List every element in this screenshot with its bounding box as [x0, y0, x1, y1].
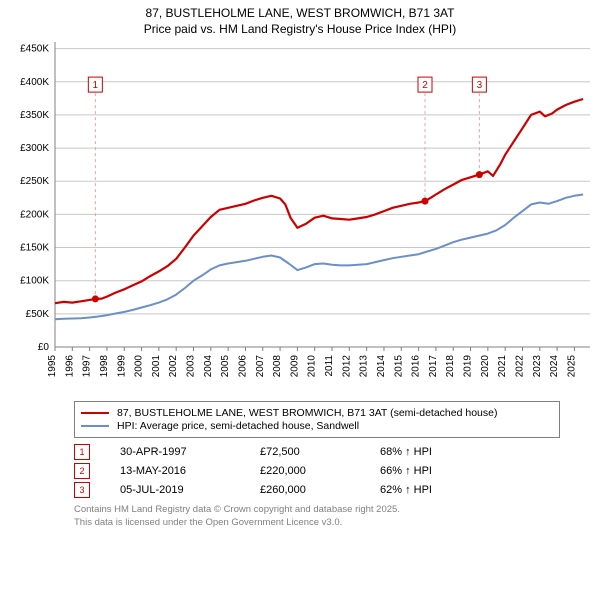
- svg-text:1999: 1999: [116, 355, 127, 378]
- svg-text:2013: 2013: [359, 355, 370, 378]
- svg-text:2000: 2000: [134, 355, 145, 378]
- price-vs-hpi-chart: £0 £50K £100K £150K £200K £250K £300K £350K £400…: [0, 37, 600, 397]
- svg-text:2007: 2007: [255, 355, 266, 378]
- svg-text:2018: 2018: [445, 355, 456, 378]
- transaction-vs-hpi: 62% ↑ HPI: [380, 484, 432, 496]
- transaction-date: 13-MAY-2016: [120, 465, 260, 477]
- footer-line-2: This data is licensed under the Open Gov…: [74, 517, 560, 529]
- footer-attribution: Contains HM Land Registry data © Crown c…: [74, 504, 560, 529]
- svg-text:2011: 2011: [324, 355, 335, 377]
- svg-text:2008: 2008: [272, 355, 283, 378]
- legend-label: 87, BUSTLEHOLME LANE, WEST BROMWICH, B71…: [117, 407, 497, 419]
- svg-text:2010: 2010: [307, 355, 318, 378]
- legend-item: HPI: Average price, semi-detached house,…: [81, 420, 553, 432]
- svg-text:£150K: £150K: [20, 243, 49, 254]
- svg-text:2009: 2009: [289, 355, 300, 378]
- footer-line-1: Contains HM Land Registry data © Crown c…: [74, 504, 560, 516]
- svg-text:2024: 2024: [549, 355, 560, 378]
- svg-text:2001: 2001: [151, 355, 162, 378]
- svg-text:2016: 2016: [411, 355, 422, 378]
- transaction-row: 2 13-MAY-2016£220,00066% ↑ HPI: [74, 463, 560, 479]
- legend-swatch: [81, 425, 109, 427]
- chart-svg: £0 £50K £100K £150K £200K £250K £300K £350K £400…: [0, 37, 600, 392]
- transaction-marker-number: 3: [74, 482, 90, 498]
- svg-text:2006: 2006: [237, 355, 248, 378]
- transaction-date: 05-JUL-2019: [120, 484, 260, 496]
- svg-text:2021: 2021: [497, 355, 508, 378]
- transaction-price: £260,000: [260, 484, 380, 496]
- svg-text:£450K: £450K: [20, 44, 49, 55]
- transaction-vs-hpi: 66% ↑ HPI: [380, 465, 432, 477]
- svg-text:2014: 2014: [376, 355, 387, 378]
- transaction-marker-number: 1: [74, 444, 90, 460]
- svg-text:£50K: £50K: [26, 309, 50, 320]
- transaction-row: 1 30-APR-1997£72,50068% ↑ HPI: [74, 444, 560, 460]
- svg-text:1: 1: [93, 80, 99, 91]
- svg-text:1995: 1995: [47, 355, 58, 378]
- transaction-date: 30-APR-1997: [120, 446, 260, 458]
- svg-text:2023: 2023: [532, 355, 543, 378]
- svg-text:1998: 1998: [99, 355, 110, 378]
- svg-text:2012: 2012: [341, 355, 352, 378]
- legend-item: 87, BUSTLEHOLME LANE, WEST BROMWICH, B71…: [81, 407, 553, 419]
- svg-text:£300K: £300K: [20, 143, 49, 154]
- svg-text:£400K: £400K: [20, 77, 49, 88]
- transactions-table: 1 30-APR-1997£72,50068% ↑ HPI 2 13-MAY-2016…: [74, 444, 560, 498]
- svg-text:2015: 2015: [393, 355, 404, 378]
- transaction-marker-number: 2: [74, 463, 90, 479]
- transaction-price: £72,500: [260, 446, 380, 458]
- transaction-row: 3 05-JUL-2019£260,00062% ↑ HPI: [74, 482, 560, 498]
- svg-text:£0: £0: [38, 342, 50, 353]
- svg-text:2017: 2017: [428, 355, 439, 378]
- title-line-1: 87, BUSTLEHOLME LANE, WEST BROMWICH, B71…: [0, 6, 600, 22]
- svg-text:2005: 2005: [220, 355, 231, 378]
- legend: 87, BUSTLEHOLME LANE, WEST BROMWICH, B71…: [74, 401, 560, 438]
- transaction-price: £220,000: [260, 465, 380, 477]
- svg-text:3: 3: [477, 80, 483, 91]
- svg-text:2019: 2019: [463, 355, 474, 378]
- legend-label: HPI: Average price, semi-detached house,…: [117, 420, 359, 432]
- svg-text:2003: 2003: [186, 355, 197, 378]
- svg-text:£200K: £200K: [20, 210, 49, 221]
- svg-text:2002: 2002: [168, 355, 179, 378]
- svg-text:2025: 2025: [566, 355, 577, 378]
- legend-swatch: [81, 412, 109, 414]
- svg-text:1996: 1996: [64, 355, 75, 378]
- svg-text:2: 2: [422, 80, 428, 91]
- svg-text:1997: 1997: [82, 355, 93, 378]
- transaction-vs-hpi: 68% ↑ HPI: [380, 446, 432, 458]
- title-line-2: Price paid vs. HM Land Registry's House …: [0, 22, 600, 38]
- svg-text:2022: 2022: [514, 355, 525, 378]
- svg-text:2004: 2004: [203, 355, 214, 378]
- svg-text:£100K: £100K: [20, 276, 49, 287]
- svg-text:2020: 2020: [480, 355, 491, 378]
- svg-text:£350K: £350K: [20, 110, 49, 121]
- svg-text:£250K: £250K: [20, 176, 49, 187]
